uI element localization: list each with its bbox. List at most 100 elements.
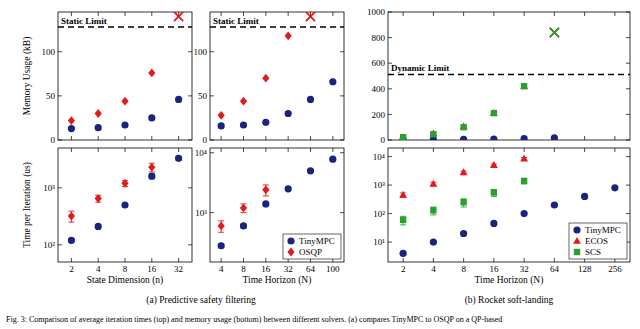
legend-label: TinyMPC — [299, 236, 335, 246]
x-tick — [433, 258, 434, 262]
data-point — [490, 220, 497, 227]
data-point — [551, 201, 558, 208]
x-tick — [614, 148, 615, 152]
data-point — [218, 222, 225, 231]
plot-area — [218, 156, 337, 250]
plot-frame — [388, 148, 630, 262]
y-tick — [388, 12, 392, 13]
data-point — [460, 136, 467, 140]
data-point — [550, 28, 559, 37]
y-axis-label: Time per Iteration (us) — [22, 162, 33, 248]
figure: 050100Memory Usage (kB)Static Limit10²10… — [0, 0, 640, 329]
limit-label: Dynamic Limit — [391, 63, 449, 73]
data-point — [521, 83, 527, 89]
data-point — [399, 191, 407, 198]
data-point — [68, 237, 75, 244]
x-tick — [332, 12, 333, 16]
y-tick-label: 100 — [42, 47, 56, 57]
data-point — [521, 210, 528, 217]
y-tick — [340, 51, 344, 52]
subcaption: (a) Predictive safety filtering — [146, 295, 256, 306]
y-tick — [388, 140, 392, 141]
data-point — [491, 110, 497, 116]
y-tick — [626, 140, 630, 141]
data-point — [550, 28, 559, 37]
y-tick — [626, 156, 630, 157]
y-tick — [188, 244, 192, 245]
data-point — [121, 121, 128, 128]
x-tick-label: 2 — [69, 264, 74, 274]
data-point — [240, 222, 247, 229]
legend-box — [569, 223, 627, 259]
y-tick-label: 50 — [46, 91, 56, 101]
y-tick — [626, 12, 630, 13]
x-tick-label: 16 — [261, 264, 271, 274]
data-point — [174, 12, 183, 21]
error-bar — [149, 163, 155, 172]
x-tick — [433, 12, 434, 16]
x-tick — [584, 136, 585, 140]
data-point — [240, 204, 247, 213]
x-tick-label: 4 — [219, 264, 224, 274]
figure-caption: Fig. 3: Comparison of average iteration … — [6, 315, 502, 324]
x-tick — [524, 148, 525, 152]
x-tick-label: 16 — [489, 264, 499, 274]
x-tick-label: 8 — [461, 264, 466, 274]
data-point — [218, 122, 225, 129]
data-point — [68, 116, 75, 125]
y-tick — [388, 114, 392, 115]
x-tick — [332, 148, 333, 152]
y-tick — [388, 185, 392, 186]
x-tick — [554, 148, 555, 152]
x-tick — [221, 148, 222, 152]
plot-area — [399, 154, 618, 257]
y-tick — [188, 187, 192, 188]
x-tick — [71, 136, 72, 140]
x-tick-label: 4 — [431, 264, 436, 274]
data-point — [490, 109, 498, 116]
data-point — [148, 163, 155, 172]
y-tick-label: 10³ — [195, 208, 207, 218]
data-point — [430, 238, 437, 245]
subplot: 10²10³2481632State Dimension (n)Time per… — [22, 148, 192, 286]
x-tick — [288, 136, 289, 140]
data-point — [521, 135, 528, 140]
error-bar — [400, 216, 406, 225]
x-tick — [554, 12, 555, 16]
x-tick — [178, 258, 179, 262]
y-tick — [388, 88, 392, 89]
y-tick-label: 0 — [203, 135, 208, 145]
data-point — [95, 109, 102, 118]
data-point — [551, 134, 558, 140]
data-point — [430, 131, 436, 137]
plot-frame — [58, 148, 192, 262]
data-point — [521, 178, 527, 184]
y-tick-label: 10³ — [43, 183, 55, 193]
data-point — [285, 185, 292, 192]
legend-marker — [287, 248, 294, 257]
y-tick — [626, 37, 630, 38]
x-tick — [332, 136, 333, 140]
x-tick-label: 8 — [123, 264, 128, 274]
x-tick — [125, 136, 126, 140]
y-tick — [626, 88, 630, 89]
x-tick — [265, 12, 266, 16]
legend-label: OSQP — [299, 247, 322, 257]
data-point — [285, 110, 292, 117]
legend-label: TinyMPC — [585, 225, 621, 235]
x-tick — [151, 148, 152, 152]
data-point — [121, 201, 128, 208]
data-point — [218, 242, 225, 249]
y-tick — [388, 242, 392, 243]
data-point — [95, 194, 102, 203]
y-tick — [58, 187, 62, 188]
x-tick — [151, 12, 152, 16]
y-tick — [388, 213, 392, 214]
y-tick — [388, 37, 392, 38]
x-tick — [554, 258, 555, 262]
x-tick — [178, 148, 179, 152]
data-point — [68, 125, 75, 132]
y-tick — [626, 213, 630, 214]
data-point — [262, 119, 269, 126]
x-tick — [310, 136, 311, 140]
